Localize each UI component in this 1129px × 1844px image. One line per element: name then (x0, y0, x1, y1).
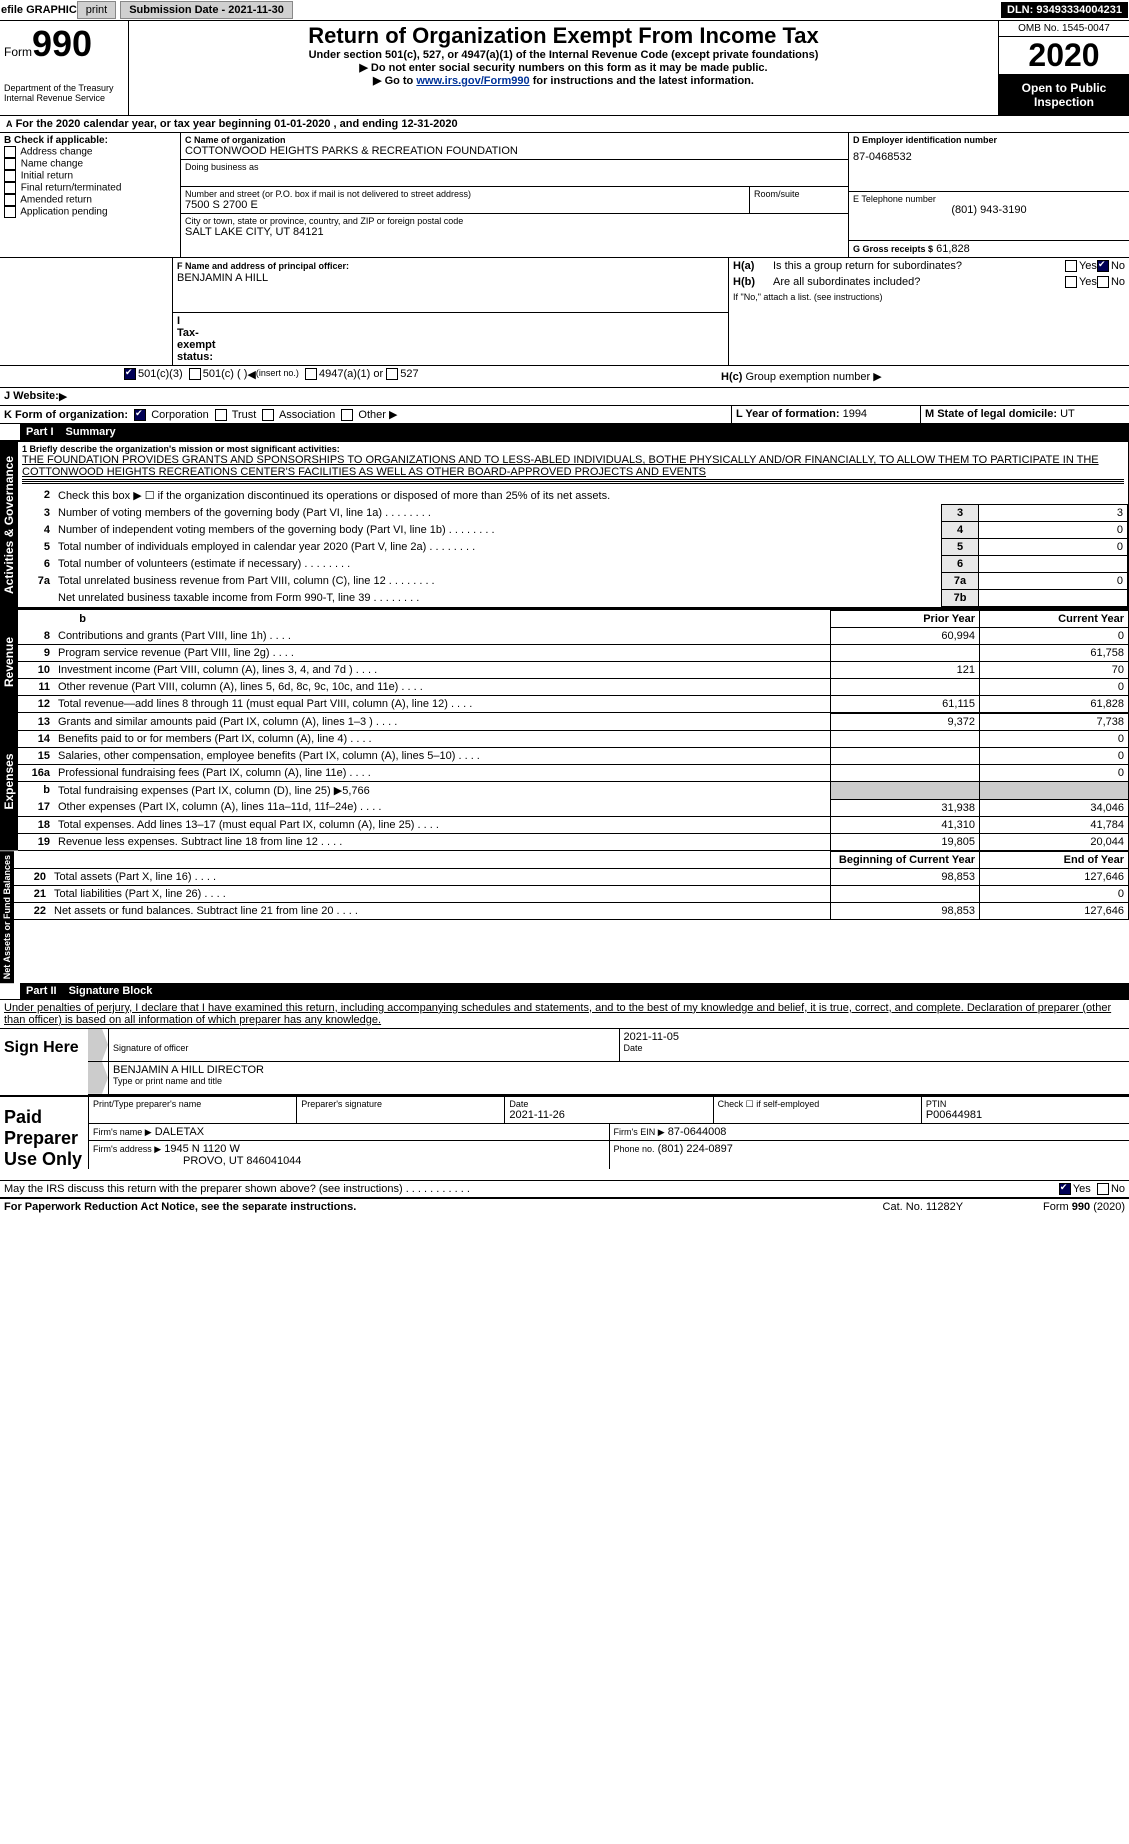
org-name: COTTONWOOD HEIGHTS PARKS & RECREATION FO… (185, 145, 844, 157)
form990-link[interactable]: www.irs.gov/Form990 (416, 75, 529, 87)
box-j-row: J Website: ▶ (0, 388, 1129, 406)
activities-governance-block: Activities & Governance 1 Briefly descri… (0, 441, 1129, 608)
hb-no-checkbox[interactable] (1097, 276, 1109, 288)
firm-name: DALETAX (155, 1126, 204, 1138)
assoc-checkbox[interactable] (262, 409, 274, 421)
officer-printed-name: BENJAMIN A HILL DIRECTOR (113, 1064, 1125, 1076)
phone-value: (801) 943-3190 (853, 204, 1125, 216)
arrow-icon (88, 1062, 108, 1094)
4947-checkbox[interactable] (305, 368, 317, 380)
form-subtitle-1: Under section 501(c), 527, or 4947(a)(1)… (135, 49, 992, 61)
hb-yes-checkbox[interactable] (1065, 276, 1077, 288)
exp-tab: Expenses (0, 713, 18, 851)
net-table: Beginning of Current YearEnd of Year 20T… (14, 851, 1129, 920)
rev-tab: Revenue (0, 610, 18, 713)
part-1-header: Part I Summary (0, 424, 1129, 441)
page-footer: For Paperwork Reduction Act Notice, see … (0, 1198, 1129, 1215)
ha-no-checkbox[interactable] (1097, 260, 1109, 272)
box-b: B Check if applicable: Address change Na… (0, 133, 181, 257)
form-word: Form (4, 45, 32, 59)
gov-tab: Activities & Governance (0, 441, 18, 608)
omb-number: OMB No. 1545-0047 (999, 21, 1129, 37)
dept-label: Department of the Treasury Internal Reve… (4, 83, 124, 103)
discuss-no-checkbox[interactable] (1097, 1183, 1109, 1195)
box-klm-row: K Form of organization: Corporation Trus… (0, 406, 1129, 424)
paid-preparer-block: Paid Preparer Use Only Print/Type prepar… (0, 1096, 1129, 1181)
year-formation: 1994 (843, 408, 867, 420)
form-subtitle-3: Go to www.irs.gov/Form990 for instructio… (135, 74, 992, 87)
expenses-table: 13Grants and similar amounts paid (Part … (18, 713, 1129, 851)
net-assets-block: Net Assets or Fund Balances Beginning of… (0, 851, 1129, 983)
arrow-icon (88, 1029, 108, 1061)
prep-date: 2021-11-26 (509, 1109, 708, 1121)
print-button[interactable]: print (77, 1, 116, 19)
penalties-text: Under penalties of perjury, I declare th… (0, 1000, 1129, 1028)
form-number: 990 (32, 23, 92, 64)
firm-address: 1945 N 1120 W (164, 1143, 240, 1155)
entity-section: B Check if applicable: Address change Na… (0, 133, 1129, 258)
irs-discuss-row: May the IRS discuss this return with the… (0, 1181, 1129, 1198)
tax-period-row: A For the 2020 calendar year, or tax yea… (0, 116, 1129, 133)
officer-name: BENJAMIN A HILL (177, 272, 268, 284)
submission-date-button[interactable]: Submission Date - 2021-11-30 (120, 1, 293, 19)
revenue-table: bPrior YearCurrent Year 8Contributions a… (18, 610, 1129, 713)
form-header: Form990 Department of the Treasury Inter… (0, 21, 1129, 116)
trust-checkbox[interactable] (215, 409, 227, 421)
tax-year: 2020 (999, 37, 1129, 75)
governance-table: 2Check this box ▶ ☐ if the organization … (18, 487, 1128, 607)
dln-label: DLN: 93493334004231 (1001, 2, 1128, 18)
ptin: P00644981 (926, 1109, 1125, 1121)
top-toolbar: efile GRAPHIC print Submission Date - 20… (0, 0, 1129, 21)
revenue-block: Revenue bPrior YearCurrent Year 8Contrib… (0, 608, 1129, 713)
open-to-public: Open to Public Inspection (999, 75, 1129, 115)
org-address: 7500 S 2700 E (185, 199, 745, 211)
part-2-header: Part II Signature Block (0, 983, 1129, 1000)
box-i-row: 501(c)(3) 501(c) ( ) ◀(insert no.) 4947(… (0, 366, 1129, 388)
sign-here-block: Sign Here Signature of officer 2021-11-0… (0, 1028, 1129, 1096)
sign-date: 2021-11-05 (624, 1031, 1126, 1043)
discuss-yes-checkbox[interactable] (1059, 1183, 1071, 1195)
firm-ein: 87-0644008 (668, 1126, 727, 1138)
form-subtitle-2: Do not enter social security numbers on … (135, 61, 992, 74)
section-f-h: F Name and address of principal officer:… (0, 258, 1129, 366)
box-i-label: I Tax-exempt status: (177, 315, 216, 363)
ha-yes-checkbox[interactable] (1065, 260, 1077, 272)
firm-phone: (801) 224-0897 (658, 1143, 733, 1155)
ein-value: 87-0468532 (853, 145, 1125, 163)
gross-receipts: 61,828 (936, 243, 970, 255)
form-title: Return of Organization Exempt From Incom… (135, 23, 992, 49)
501c3-checkbox[interactable] (124, 368, 136, 380)
net-tab: Net Assets or Fund Balances (0, 851, 14, 983)
527-checkbox[interactable] (386, 368, 398, 380)
other-checkbox[interactable] (341, 409, 353, 421)
box-c: C Name of organizationCOTTONWOOD HEIGHTS… (181, 133, 849, 257)
expenses-block: Expenses 13Grants and similar amounts pa… (0, 713, 1129, 851)
corp-checkbox[interactable] (134, 409, 146, 421)
state-domicile: UT (1060, 408, 1075, 420)
501c-checkbox[interactable] (189, 368, 201, 380)
org-city: SALT LAKE CITY, UT 84121 (185, 226, 844, 238)
efile-label: efile GRAPHIC (1, 4, 77, 16)
box-d-e-g: D Employer identification number87-04685… (849, 133, 1129, 257)
mission-text: THE FOUNDATION PROVIDES GRANTS AND SPONS… (22, 454, 1124, 478)
